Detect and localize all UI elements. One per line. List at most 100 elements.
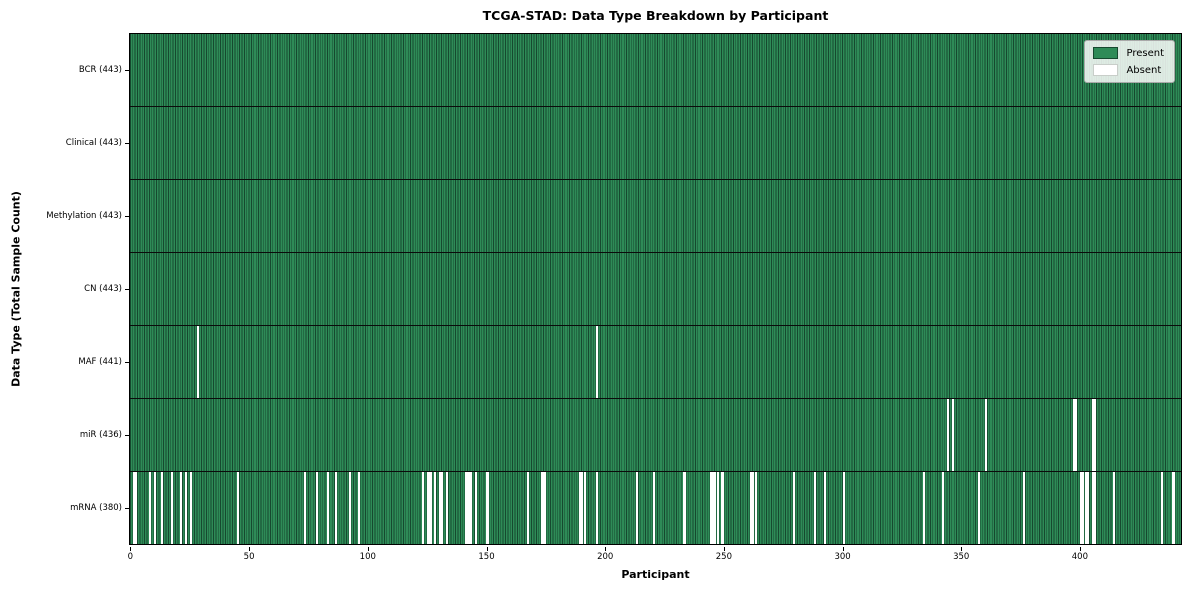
ytick-mark xyxy=(125,508,129,510)
absent-bar-mRNA-357 xyxy=(977,472,980,544)
absent-bar-mRNA-142 xyxy=(467,472,470,544)
absent-bar-miR-360 xyxy=(984,399,988,471)
absent-bar-mRNA-25 xyxy=(189,472,192,544)
ytick-label-Methylation: Methylation (443) xyxy=(46,210,122,221)
absent-bar-mRNA-86 xyxy=(334,472,337,544)
absent-bar-mRNA-21 xyxy=(180,472,183,544)
present-swatch xyxy=(1093,47,1119,59)
row-MAF xyxy=(130,326,1181,399)
xtick-label-300: 300 xyxy=(834,552,851,562)
xtick-mark xyxy=(249,546,251,551)
legend-absent-label: Absent xyxy=(1126,64,1162,76)
ytick-mark xyxy=(125,289,129,290)
absent-bar-mRNA-130 xyxy=(438,472,442,544)
absent-bar-miR-406 xyxy=(1094,399,1097,471)
ytick-mark xyxy=(125,69,129,71)
absent-bar-mRNA-13 xyxy=(161,472,164,544)
absent-bar-mRNA-406 xyxy=(1094,472,1097,544)
absent-bar-miR-397 xyxy=(1072,399,1075,471)
plot-area xyxy=(129,33,1182,545)
absent-bar-mRNA-403 xyxy=(1087,472,1090,544)
xtick-label-400: 400 xyxy=(1071,552,1089,562)
absent-bar-mRNA-190 xyxy=(581,472,584,544)
xtick-label-50: 50 xyxy=(243,552,255,562)
absent-bar-mRNA-233 xyxy=(683,472,686,544)
absent-bar-mRNA-45 xyxy=(237,472,240,544)
row-miR xyxy=(130,399,1181,472)
ytick-mark xyxy=(125,142,129,144)
absent-bar-mRNA-220 xyxy=(652,472,655,544)
absent-bar-mRNA-1 xyxy=(132,472,135,544)
absent-swatch xyxy=(1093,64,1119,76)
chart-title: TCGA-STAD: Data Type Breakdown by Partic… xyxy=(482,8,829,23)
absent-bar-mRNA-125 xyxy=(427,472,430,544)
ytick-label-mRNA: mRNA (380) xyxy=(70,503,122,514)
absent-bar-mRNA-17 xyxy=(170,472,173,544)
absent-bar-miR-405 xyxy=(1091,399,1094,471)
absent-bar-mRNA-279 xyxy=(792,472,795,544)
xtick-mark xyxy=(842,546,844,551)
absent-bar-miR-398 xyxy=(1075,399,1078,471)
absent-bar-mRNA-288 xyxy=(814,472,817,544)
absent-bar-mRNA-143 xyxy=(469,472,472,544)
ytick-label-CN: CN (443) xyxy=(84,284,122,294)
xtick-mark xyxy=(130,546,132,551)
absent-bar-mRNA-145 xyxy=(474,472,477,544)
absent-bar-mRNA-376 xyxy=(1022,472,1025,544)
row-Clinical xyxy=(130,107,1181,180)
absent-bar-MAF-196 xyxy=(595,326,598,398)
absent-bar-mRNA-8 xyxy=(149,472,152,544)
absent-bar-mRNA-173 xyxy=(541,472,544,544)
absent-bar-mRNA-247 xyxy=(716,472,719,544)
absent-bar-mRNA-150 xyxy=(486,472,489,544)
xtick-label-200: 200 xyxy=(597,552,614,562)
xtick-label-100: 100 xyxy=(359,552,376,562)
ytick-label-miR: miR (436) xyxy=(79,430,122,441)
absent-bar-mRNA-402 xyxy=(1084,472,1087,544)
heatmap-rows xyxy=(130,34,1181,544)
legend: Present Absent xyxy=(1084,40,1175,83)
absent-bar-mRNA-141 xyxy=(465,472,468,544)
xtick-mark xyxy=(605,546,607,551)
absent-bar-mRNA-245 xyxy=(711,472,715,544)
absent-bar-mRNA-96 xyxy=(358,472,361,544)
row-BCR xyxy=(130,34,1181,107)
absent-bar-mRNA-189 xyxy=(579,472,582,544)
absent-bar-mRNA-401 xyxy=(1082,472,1085,544)
ytick-mark xyxy=(125,362,129,364)
absent-bar-mRNA-78 xyxy=(315,472,318,544)
absent-bar-miR-344 xyxy=(946,399,950,471)
x-axis-label: Participant xyxy=(621,568,690,581)
absent-bar-miR-346 xyxy=(951,399,954,471)
ytick-label-Clinical: Clinical (443) xyxy=(65,137,122,148)
absent-bar-mRNA-10 xyxy=(154,472,157,544)
ytick-mark xyxy=(125,215,129,217)
absent-bar-mRNA-128 xyxy=(434,472,437,544)
absent-bar-mRNA-334 xyxy=(923,472,926,544)
xtick-mark xyxy=(1079,546,1081,551)
ytick-label-BCR: BCR (443) xyxy=(78,64,122,75)
absent-bar-mRNA-263 xyxy=(754,472,757,544)
absent-bar-mRNA-261 xyxy=(749,472,753,544)
absent-bar-mRNA-439 xyxy=(1172,472,1175,544)
absent-bar-mRNA-167 xyxy=(526,472,529,544)
xtick-mark xyxy=(723,546,725,551)
xtick-label-350: 350 xyxy=(953,552,970,562)
absent-bar-mRNA-196 xyxy=(595,472,598,544)
absent-bar-mRNA-405 xyxy=(1091,472,1094,544)
absent-bar-mRNA-400 xyxy=(1079,472,1082,544)
absent-bar-mRNA-213 xyxy=(635,472,639,544)
absent-bar-mRNA-73 xyxy=(303,472,306,544)
absent-bar-mRNA-262 xyxy=(752,472,755,544)
absent-bar-MAF-28 xyxy=(196,326,199,398)
xtick-mark xyxy=(486,546,488,551)
row-CN xyxy=(130,253,1181,326)
absent-bar-mRNA-244 xyxy=(709,472,712,544)
absent-bar-mRNA-434 xyxy=(1160,472,1163,544)
absent-bar-mRNA-414 xyxy=(1113,472,1116,544)
xtick-mark xyxy=(961,546,963,551)
ytick-mark xyxy=(125,435,129,437)
row-Methylation xyxy=(130,180,1181,253)
xtick-label-0: 0 xyxy=(127,552,134,562)
absent-bar-mRNA-123 xyxy=(422,472,425,544)
